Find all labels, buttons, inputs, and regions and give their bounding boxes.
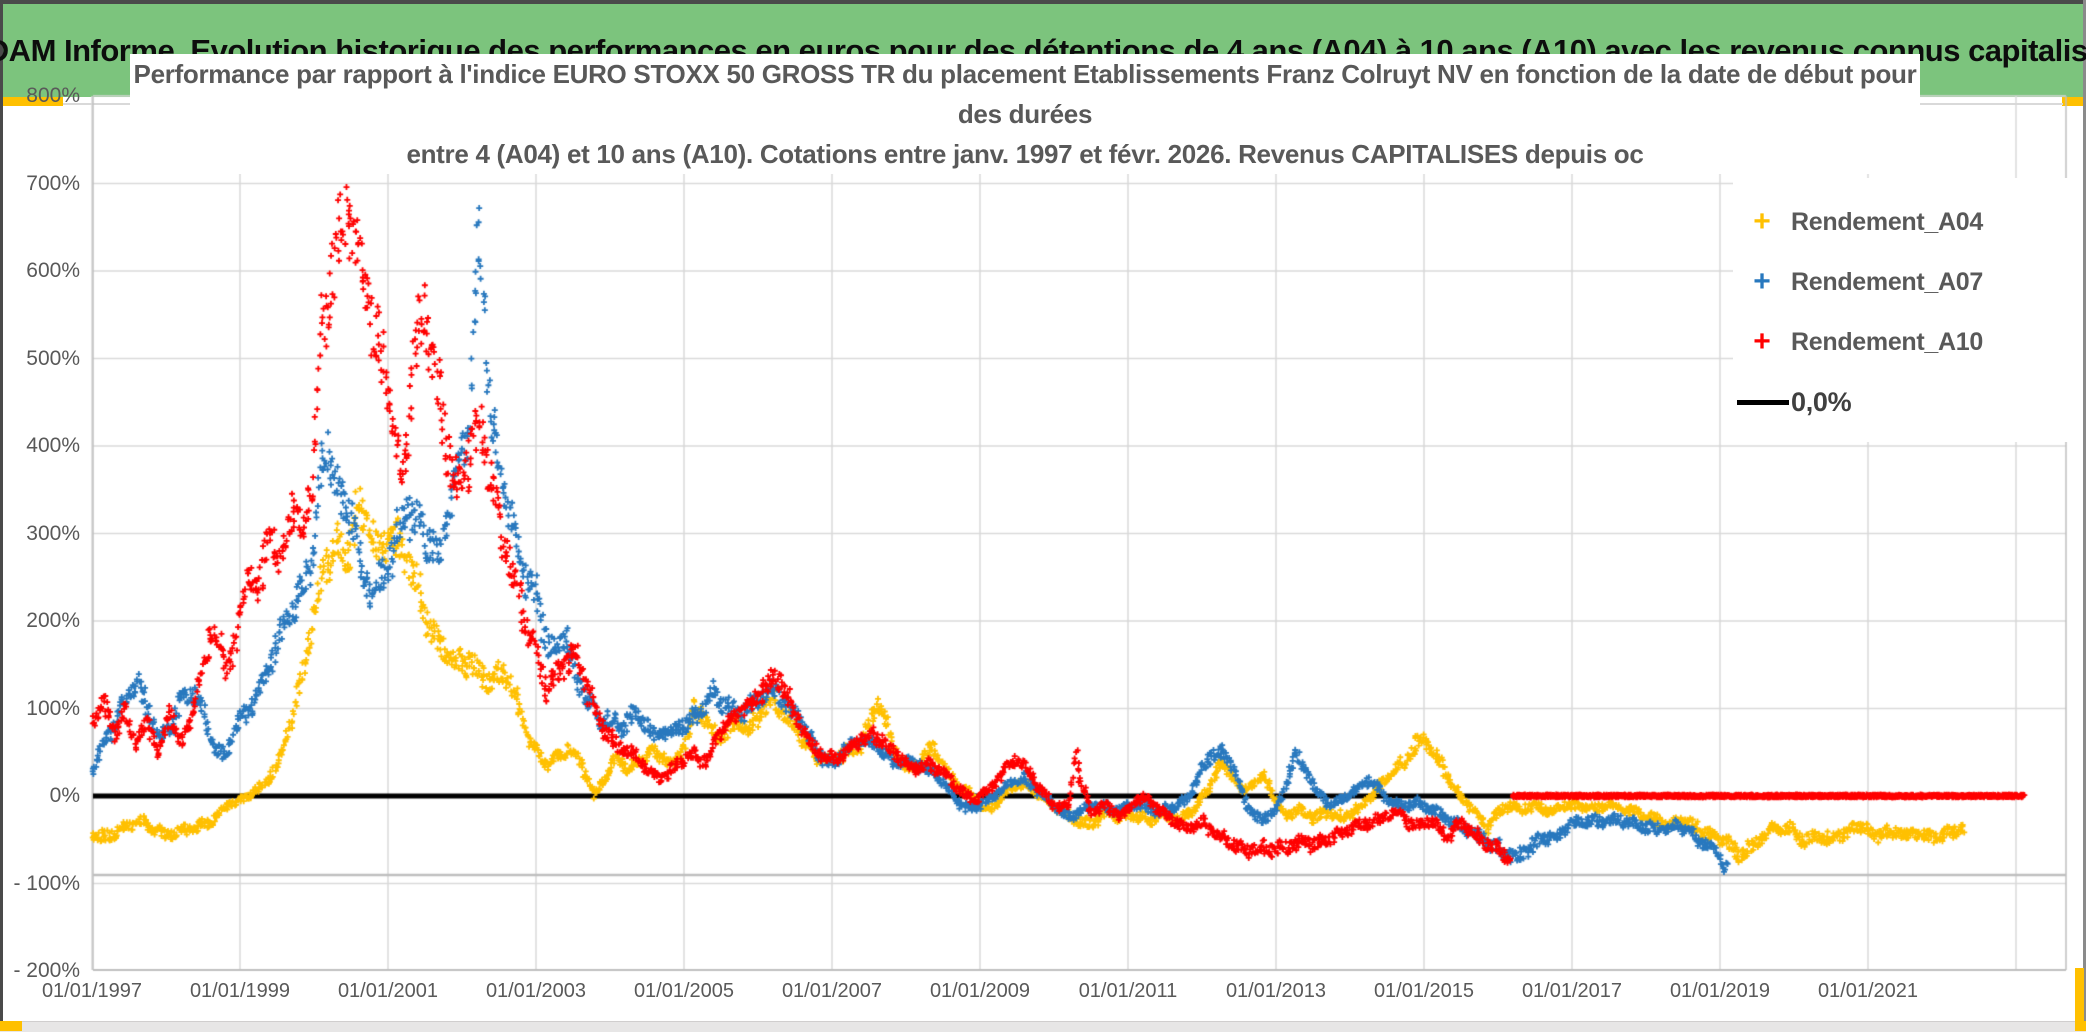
zero-line-swatch-icon [1737,399,1789,405]
x-tick-label: 01/01/2017 [1521,980,1623,1002]
chart-title-line1: Performance par rapport à l'indice EURO … [133,59,1917,89]
x-tick-label: 01/01/2021 [1817,980,1919,1002]
chart-title-line2: des durées [957,99,1093,129]
y-tick-label: 300% [26,521,80,545]
y-tick-label: 100% [26,696,80,720]
y-tick-label: - 100% [13,871,80,895]
x-tick-label: 01/01/2005 [633,980,735,1002]
legend-item-zero-line: 0,0% [1733,372,2070,432]
y-tick-label: 800% [26,84,80,107]
x-tick-label: 01/01/2001 [337,980,439,1002]
legend-label: Rendement_A04 [1791,207,1983,236]
legend-label: Rendement_A10 [1791,327,1983,356]
chart-title: Performance par rapport à l'indice EURO … [130,54,1920,174]
x-tick-label: 01/01/2009 [929,980,1031,1002]
legend-item-a04: + Rendement_A04 [1733,192,2070,252]
x-tick-label: 01/01/2007 [781,980,883,1002]
plus-marker-icon: + [1753,325,1771,358]
y-tick-label: 200% [26,609,80,632]
y-tick-label: 400% [26,434,80,457]
plus-marker-icon: + [1753,205,1771,238]
legend-item-a07: + Rendement_A07 [1733,252,2070,312]
x-tick-label: 01/01/2011 [1078,980,1178,1002]
y-tick-label: 600% [26,259,80,282]
chart-legend: + Rendement_A04 + Rendement_A07 + Rendem… [1733,178,2070,442]
x-tick-label: 01/01/1999 [189,980,291,1002]
x-tick-label: 01/01/2003 [485,980,587,1002]
chart-title-line3: entre 4 (A04) et 10 ans (A10). Cotations… [406,139,1644,169]
y-tick-label: 500% [26,346,80,370]
legend-item-a10: + Rendement_A10 [1733,312,2070,372]
legend-label: 0,0% [1791,386,1852,417]
y-tick-label: - 200% [13,959,80,982]
x-tick-label: 01/01/2019 [1669,980,1771,1002]
y-tick-label: 700% [26,171,80,195]
legend-label: Rendement_A07 [1791,267,1983,296]
plus-marker-icon: + [1753,265,1771,298]
y-tick-label: 0% [49,784,80,807]
x-tick-label: 01/01/2013 [1225,980,1327,1002]
x-tick-label: 01/01/1997 [41,980,143,1002]
x-tick-label: 01/01/2015 [1373,980,1475,1002]
